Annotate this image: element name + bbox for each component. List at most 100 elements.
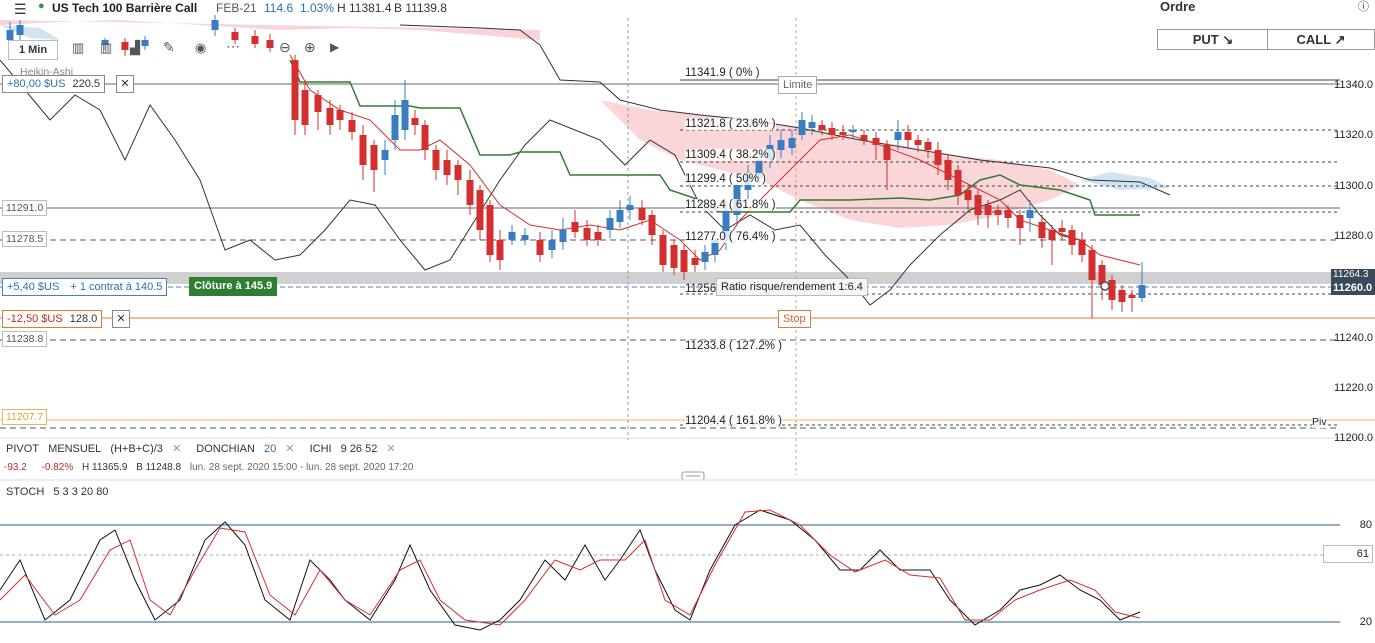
stoch-axis-label: 20 — [1359, 616, 1372, 628]
pivot-indicator[interactable]: PIVOT — [6, 443, 40, 455]
level-label: 11238.8 — [2, 331, 48, 347]
bar-chart-icon[interactable]: ▟ — [130, 40, 140, 55]
put-button[interactable]: PUT ↘ — [1157, 29, 1269, 50]
candle-body — [401, 100, 409, 130]
hamburger-icon[interactable]: ☰ — [14, 1, 27, 17]
candle-body — [336, 110, 344, 120]
low-value: B 11139.8 — [394, 1, 447, 15]
candle-body — [722, 210, 730, 240]
candle-body — [211, 20, 219, 30]
candle-body — [1016, 215, 1024, 228]
candle-body — [798, 120, 806, 135]
candle-body — [476, 190, 484, 230]
candle-body — [648, 215, 656, 235]
candle-body — [934, 150, 942, 165]
candle-body — [1078, 240, 1086, 255]
candle-body — [924, 142, 932, 150]
candle-body — [860, 135, 868, 140]
timeframe-selector[interactable]: 1 Min — [8, 40, 58, 60]
candle-body — [680, 250, 688, 272]
candle-body — [16, 25, 24, 35]
axis-price: 11240.0 — [1334, 332, 1373, 344]
candle-body — [1138, 285, 1146, 298]
candle-body — [788, 138, 796, 148]
candle-body — [606, 218, 614, 230]
candle-body — [964, 190, 972, 200]
current-price-tag: 11260.0 — [1331, 281, 1375, 295]
level-label: 11291.0 — [2, 200, 48, 216]
remove-pivot-button[interactable]: ✕ — [171, 443, 182, 455]
candle-body — [849, 130, 857, 132]
candle-body — [432, 150, 440, 170]
session-stats: -93.2 -0.82% H 11365.9 B 11248.8 lun. 28… — [4, 462, 419, 473]
candle-body — [1068, 230, 1076, 245]
level-label: 11207.7 — [2, 409, 48, 425]
stop-label[interactable]: Stop — [778, 310, 811, 328]
stoch-indicator[interactable]: STOCH — [6, 486, 45, 498]
stop-close-button[interactable]: ✕ — [112, 310, 130, 328]
candle-body — [616, 210, 624, 222]
candle-body — [571, 222, 579, 232]
candle-body — [466, 180, 474, 205]
limit-close-button[interactable]: ✕ — [116, 75, 134, 93]
fib-level-label: 11277.0 ( 76.4% ) — [685, 231, 776, 243]
candles-icon[interactable]: ▥ — [100, 40, 113, 55]
limit-order-tag[interactable]: +80,00 $US 220.5 — [2, 75, 105, 93]
candle-body — [421, 125, 429, 150]
call-button[interactable]: CALL ↗ — [1267, 29, 1375, 50]
candle-body — [594, 232, 602, 240]
pivot-formula: (H+B+C)/3 — [110, 443, 163, 455]
candle-body — [443, 160, 451, 175]
limit-label[interactable]: Limite — [778, 76, 818, 94]
ichi-indicator[interactable]: ICHI — [309, 443, 332, 455]
candle-body — [638, 208, 646, 220]
candle-body — [326, 108, 334, 125]
donchian-indicator[interactable]: DONCHIAN — [196, 443, 255, 455]
candle-body — [370, 145, 378, 170]
stoch-current-value: 61 — [1323, 545, 1373, 563]
candle-body — [141, 40, 149, 46]
candle-body — [904, 132, 912, 140]
stats-change: -93.2 — [4, 462, 27, 473]
close-position-button[interactable]: Clôture à 145.9 — [189, 277, 278, 296]
fib-level-label: 11256 — [685, 283, 717, 295]
pencil-icon[interactable]: ✎ — [163, 39, 175, 55]
remove-ichi-button[interactable]: ✕ — [386, 443, 396, 455]
limit-pnl: +80,00 $US — [7, 78, 66, 90]
candle-body — [839, 132, 847, 135]
stats-range: lun. 28 sept. 2020 15:00 - lun. 28 sept.… — [189, 462, 414, 473]
axis-price: 11320.0 — [1334, 129, 1373, 141]
fib-level-label: 11341.9 ( 0% ) — [685, 67, 760, 79]
axis-price: 11300.0 — [1334, 180, 1373, 192]
remove-donchian-button[interactable]: ✕ — [285, 443, 295, 455]
fib-level-label: 11233.8 ( 127.2% ) — [685, 340, 782, 352]
more-icon[interactable]: ⋯ — [226, 38, 240, 54]
ichimoku-cloud-red — [600, 100, 1080, 228]
stats-low: B 11248.8 — [136, 462, 182, 473]
candle-body — [496, 240, 504, 260]
position-tag[interactable]: +5,40 $US + 1 contrat à 140.5 — [2, 278, 168, 296]
fib-level-label: 11309.4 ( 38.2% ) — [685, 149, 776, 161]
stop-order-tag[interactable]: -12,50 $US 128.0 — [2, 310, 103, 328]
eye-icon[interactable]: ◉ — [195, 40, 207, 55]
stats-percent: -0.82% — [41, 462, 74, 473]
expiry-label: FEB-21 — [216, 1, 257, 15]
candle-body — [121, 42, 129, 50]
zoom-in-icon[interactable]: ⊕ — [304, 39, 316, 55]
stoch-values: 5 3 3 20 80 — [53, 486, 109, 498]
candle-body — [381, 150, 389, 160]
current-price-top: 11264.3 — [1331, 269, 1375, 281]
candle-body — [1048, 230, 1056, 240]
play-icon[interactable]: ▶ — [330, 40, 340, 54]
candle-body — [1058, 228, 1066, 232]
candle-body — [411, 118, 419, 125]
candle-body — [1108, 280, 1116, 300]
zoom-out-icon[interactable]: ⊖ — [279, 39, 291, 55]
info-icon[interactable]: ⓘ — [1358, 1, 1369, 13]
candle-body — [828, 128, 836, 135]
change-percent: 1.03% — [300, 1, 335, 15]
candle-body — [1026, 210, 1034, 218]
limit-price: 220.5 — [72, 78, 100, 90]
candles-icon[interactable]: ▥ — [72, 40, 85, 55]
candle-body — [974, 195, 982, 215]
